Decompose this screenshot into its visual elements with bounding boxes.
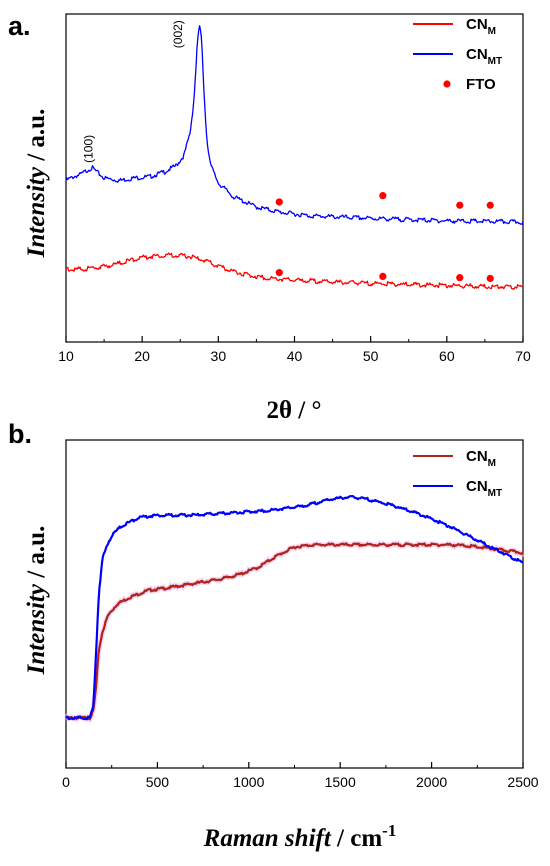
x-tick-label: 1500 [325, 774, 356, 790]
x-tick-label: 50 [363, 348, 379, 364]
x-tick-label: 0 [62, 774, 70, 790]
x-tick-label: 20 [134, 348, 150, 364]
x-tick-label: 1000 [233, 774, 264, 790]
fto-marker [456, 274, 464, 282]
series-line-cn-mt [65, 25, 524, 225]
fto-marker [275, 269, 283, 277]
panel-b-x-ticks: 0 500 1000 1500 2000 2500 [62, 762, 539, 790]
legend-label: CNMT [466, 478, 502, 499]
peak-annotation: (100) [82, 135, 96, 163]
x-tick-label: 10 [58, 348, 74, 364]
panel-b-y-label-italic: Intensity [23, 583, 50, 675]
panel-a-xrd: a. 10 20 30 40 50 60 70 (100)(002) CNMCNMTFTO … [8, 11, 531, 424]
panel-a-y-axis-label: Intensity / a.u. [23, 109, 50, 259]
x-tick-label: 60 [439, 348, 455, 364]
panel-b-y-axis-label: Intensity / a.u. [23, 526, 50, 676]
panel-a-y-label-italic: Intensity [23, 166, 50, 258]
panel-a-label: a. [8, 11, 31, 41]
legend-label-base: CN [466, 16, 488, 33]
legend-label-sub: MT [488, 56, 502, 67]
series-line-cn-mt [65, 495, 524, 721]
series-halo [63, 539, 526, 724]
x-tick-label: 2500 [507, 774, 538, 790]
legend-swatch-marker [443, 80, 451, 88]
panel-b-y-label-rest: / a.u. [23, 526, 50, 584]
legend-label-sub: MT [488, 488, 502, 499]
x-tick-label: 30 [211, 348, 227, 364]
panel-b-x-label-italic: Raman shift [203, 825, 332, 852]
panel-b-x-axis-label: Raman shift / cm-1 [203, 821, 397, 852]
legend-label: CNMT [466, 46, 502, 67]
panel-b-x-label-sup: -1 [382, 821, 396, 840]
legend-label-base: CN [466, 478, 488, 495]
legend-label: CNM [466, 448, 496, 469]
series-line-cn-m [65, 252, 524, 290]
x-tick-label: 70 [515, 348, 531, 364]
panel-a-x-ticks: 10 20 30 40 50 60 70 [58, 336, 531, 364]
legend-label: CNM [466, 16, 496, 37]
panel-a-y-label-rest: / a.u. [23, 109, 50, 167]
legend-label-sub: M [488, 26, 496, 37]
fto-marker [379, 272, 387, 280]
legend-label: FTO [466, 76, 496, 93]
panel-b-label: b. [8, 419, 32, 449]
fto-marker [486, 274, 494, 283]
panel-a-x-axis-label: 2θ / ° [267, 397, 322, 424]
x-tick-label: 40 [287, 348, 303, 364]
x-tick-label: 500 [146, 774, 170, 790]
panel-a-series [65, 25, 524, 290]
panel-a-fto-markers [275, 192, 494, 283]
peak-annotation: (002) [171, 20, 185, 48]
fto-marker [486, 201, 494, 209]
legend-label-sub: M [488, 458, 496, 469]
fto-marker [456, 201, 464, 209]
series-line-cn-m [65, 542, 524, 721]
fto-marker [275, 198, 283, 206]
panel-a-annotations: (100) (002) [82, 20, 185, 163]
panel-b-plot-frame [65, 439, 524, 769]
legend-label-base: CN [466, 46, 488, 63]
x-tick-label: 2000 [416, 774, 447, 790]
panel-b-x-label-rest: / cm [331, 825, 383, 852]
legend-label-base: FTO [466, 76, 496, 93]
legend-label-base: CN [466, 448, 488, 465]
panel-b-series [63, 495, 526, 724]
fto-marker [379, 192, 387, 200]
